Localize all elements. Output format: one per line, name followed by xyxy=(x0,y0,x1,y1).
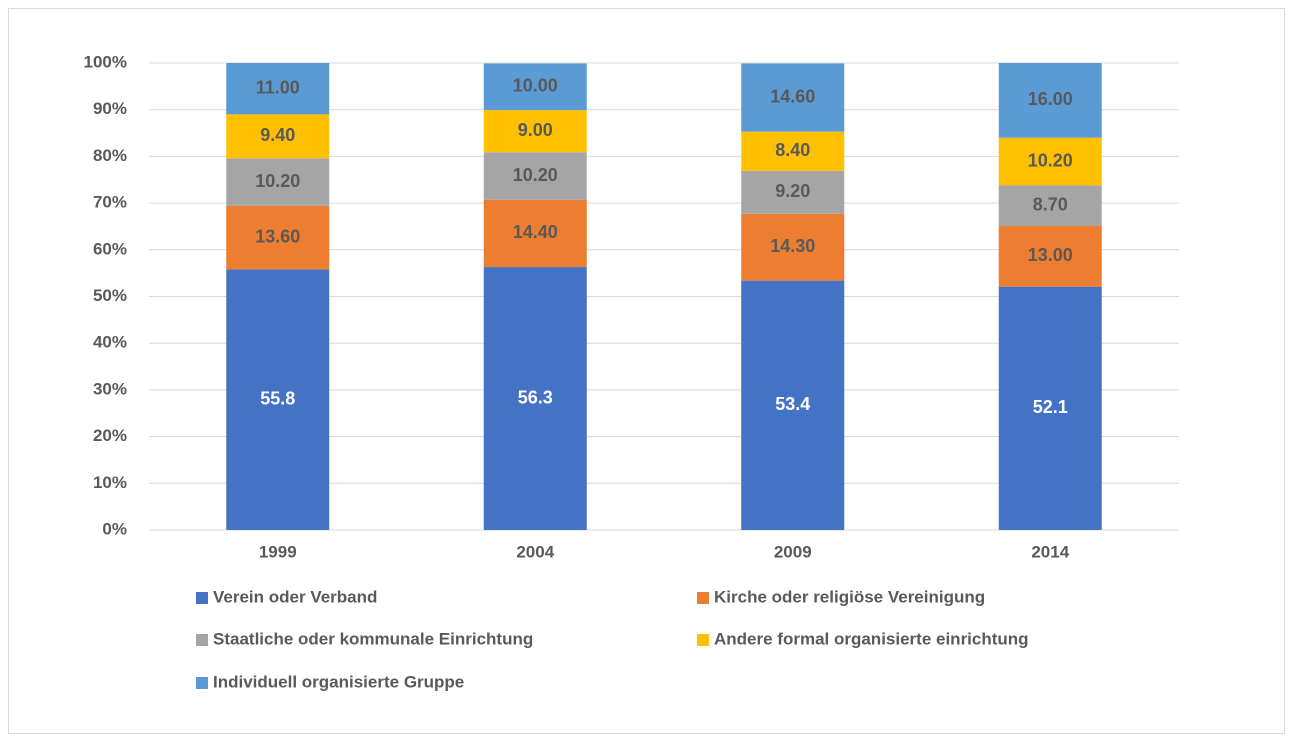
legend-swatch xyxy=(196,592,208,604)
bar-segment xyxy=(741,213,845,281)
value-label: 9.40 xyxy=(260,125,295,145)
bar-segment xyxy=(226,63,330,115)
bar-segment xyxy=(226,269,330,530)
y-tick-label: 60% xyxy=(93,239,127,258)
y-tick-label: 30% xyxy=(93,379,127,398)
value-label: 10.20 xyxy=(255,171,300,191)
legend-label: Andere formal organisierte einrichtung xyxy=(714,629,1029,648)
y-tick-label: 0% xyxy=(102,519,127,538)
legend-label: Staatliche oder kommunale Einrichtung xyxy=(213,629,533,648)
legend-swatch xyxy=(196,677,208,689)
y-tick-label: 90% xyxy=(93,99,127,118)
legend-label: Kirche oder religiöse Vereinigung xyxy=(714,587,985,606)
value-label: 52.1 xyxy=(1033,397,1068,417)
bar-segment xyxy=(998,185,1102,226)
x-tick-label: 2009 xyxy=(774,542,812,561)
bar-segment xyxy=(998,286,1102,530)
bar-segment xyxy=(483,267,587,530)
value-label: 56.3 xyxy=(518,387,553,407)
legend-swatch xyxy=(196,634,208,646)
bar-segment xyxy=(226,114,330,159)
value-label: 14.40 xyxy=(513,222,558,242)
value-label: 16.00 xyxy=(1028,89,1073,109)
value-label: 10.20 xyxy=(1028,150,1073,170)
y-tick-label: 100% xyxy=(84,52,127,71)
value-label: 8.40 xyxy=(775,140,810,160)
value-label: 13.00 xyxy=(1028,245,1073,265)
y-tick-label: 80% xyxy=(93,146,127,165)
y-tick-label: 70% xyxy=(93,193,127,212)
value-label: 8.70 xyxy=(1033,194,1068,214)
x-tick-label: 2004 xyxy=(516,542,554,561)
legend-swatch xyxy=(697,592,709,604)
x-tick-label: 2014 xyxy=(1031,542,1069,561)
legend-label: Individuell organisierte Gruppe xyxy=(213,672,464,691)
bar-segment xyxy=(483,63,587,111)
legend-swatch xyxy=(697,634,709,646)
bar-segment xyxy=(998,225,1102,287)
bar-segment xyxy=(741,63,845,132)
bar-segment xyxy=(998,63,1102,138)
value-label: 53.4 xyxy=(775,394,810,414)
bar-segment xyxy=(741,131,845,171)
bar-segment xyxy=(998,137,1102,186)
value-label: 10.20 xyxy=(513,165,558,185)
value-label: 55.8 xyxy=(260,388,295,408)
bar-segment xyxy=(226,205,330,270)
value-label: 9.20 xyxy=(775,181,810,201)
bar-segment xyxy=(483,152,587,200)
value-label: 13.60 xyxy=(255,226,300,246)
bar-segment xyxy=(483,110,587,153)
y-tick-label: 20% xyxy=(93,426,127,445)
bar-segment xyxy=(741,170,845,214)
bar-segment xyxy=(483,199,587,268)
bar-segment xyxy=(741,280,845,530)
value-label: 11.00 xyxy=(256,77,300,97)
y-tick-label: 50% xyxy=(93,286,127,305)
y-tick-label: 40% xyxy=(93,333,127,352)
value-label: 10.00 xyxy=(513,76,558,96)
bar-segment xyxy=(226,158,330,206)
value-label: 14.30 xyxy=(770,236,815,256)
x-tick-label: 1999 xyxy=(259,542,297,561)
value-label: 9.00 xyxy=(518,120,553,140)
y-tick-label: 10% xyxy=(93,473,127,492)
legend-label: Verein oder Verband xyxy=(213,587,377,606)
value-label: 14.60 xyxy=(770,86,815,106)
